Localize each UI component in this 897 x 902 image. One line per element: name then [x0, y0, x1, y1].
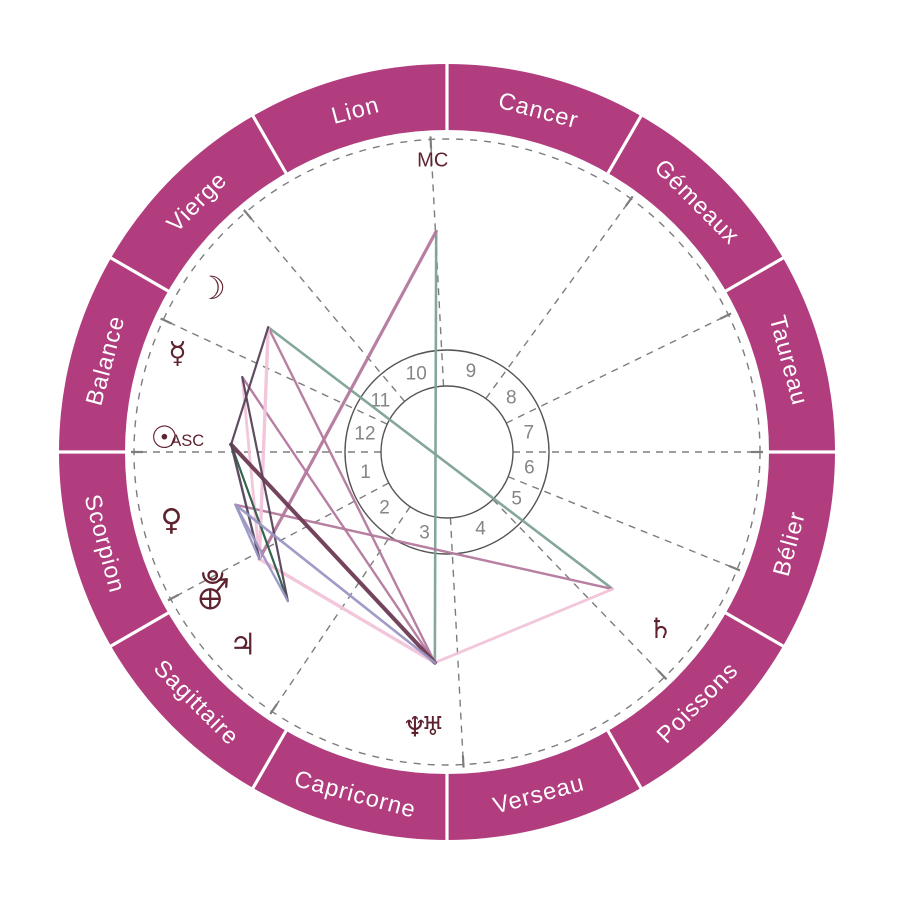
- mercury-icon: ☿: [168, 336, 186, 371]
- aspect-line-mercury-nepura: [241, 375, 437, 664]
- sign-divider: [251, 729, 288, 790]
- house-cusp-11: [245, 211, 406, 402]
- house-cusp-12: [163, 319, 388, 425]
- venus-icon: ♀: [160, 503, 182, 538]
- house-cusp-4: [449, 517, 465, 765]
- moon-icon: ☽: [197, 269, 226, 307]
- neptune-icon: ♆: [402, 711, 427, 744]
- house-number-4: 4: [475, 519, 486, 540]
- sign-divider: [606, 114, 643, 175]
- aspect-line-moon-sun: [230, 326, 270, 446]
- aspect-line-nepura-saturn: [433, 587, 615, 665]
- house-number-6: 6: [524, 458, 535, 479]
- cusp-tick-2: [167, 593, 180, 602]
- aspect-line-moon-nepura: [267, 326, 437, 664]
- saturn-icon: ♄: [648, 612, 673, 645]
- sun-icon: ☉: [150, 420, 178, 456]
- jupiter-icon: ♃: [229, 628, 256, 663]
- house-number-5: 5: [511, 488, 522, 509]
- uranus-icon: ♅: [421, 712, 444, 742]
- house-number-8: 8: [506, 388, 517, 409]
- house-cusp-8: [506, 314, 729, 424]
- aspect-line-venus-jupiter: [234, 503, 290, 603]
- mars-pluto-icon: [207, 569, 219, 581]
- cusp-tick-8: [719, 312, 732, 320]
- aspect-line-venus-nepura: [234, 503, 437, 664]
- sign-divider: [251, 114, 288, 175]
- sign-divider: [109, 256, 170, 293]
- house-number-9: 9: [466, 361, 477, 382]
- sign-divider: [606, 729, 643, 790]
- house-inner-circle: [380, 385, 514, 519]
- house-number-3: 3: [419, 522, 430, 543]
- aspect-line-moon-saturn: [266, 325, 614, 591]
- cusp-tick-12: [160, 317, 172, 325]
- cusp-tick-9: [624, 195, 634, 207]
- house-number-10: 10: [406, 363, 427, 384]
- aspect-line-mercury-jupiter: [241, 375, 289, 603]
- aspect-line-mc-nepura: [433, 229, 438, 664]
- aspect-line-sun-nepura: [229, 442, 437, 665]
- sign-divider: [724, 611, 785, 648]
- mars-pluto-icon: [225, 578, 228, 588]
- house-cusp-5: [492, 498, 665, 678]
- cusp-tick-11: [243, 209, 253, 220]
- house-number-2: 2: [379, 498, 390, 519]
- cusp-tick-4: [461, 755, 465, 768]
- cusp-tick-5: [657, 669, 668, 681]
- asc-label: ASC: [170, 432, 204, 450]
- house-cusp-6: [507, 476, 738, 570]
- mars-pluto-icon: [202, 572, 224, 584]
- house-number-11: 11: [370, 390, 390, 411]
- cusp-tick-6: [728, 564, 741, 572]
- house-cusp-9: [485, 198, 632, 400]
- house-number-7: 7: [524, 423, 535, 444]
- sign-divider: [724, 256, 785, 293]
- cusp-tick-10: [429, 136, 433, 149]
- house-number-12: 12: [354, 423, 375, 444]
- house-number-1: 1: [360, 462, 371, 483]
- aspect-line-moon-marspluto: [257, 325, 270, 561]
- mc-label: MC: [417, 149, 448, 171]
- cusp-tick-3: [269, 703, 278, 715]
- mars-pluto-icon: [216, 578, 228, 592]
- aspect-line-marspluto-nepura: [257, 557, 437, 665]
- house-outer-circle: [344, 349, 550, 555]
- sign-divider: [109, 611, 170, 648]
- aspect-line-venus-marspluto: [234, 503, 261, 561]
